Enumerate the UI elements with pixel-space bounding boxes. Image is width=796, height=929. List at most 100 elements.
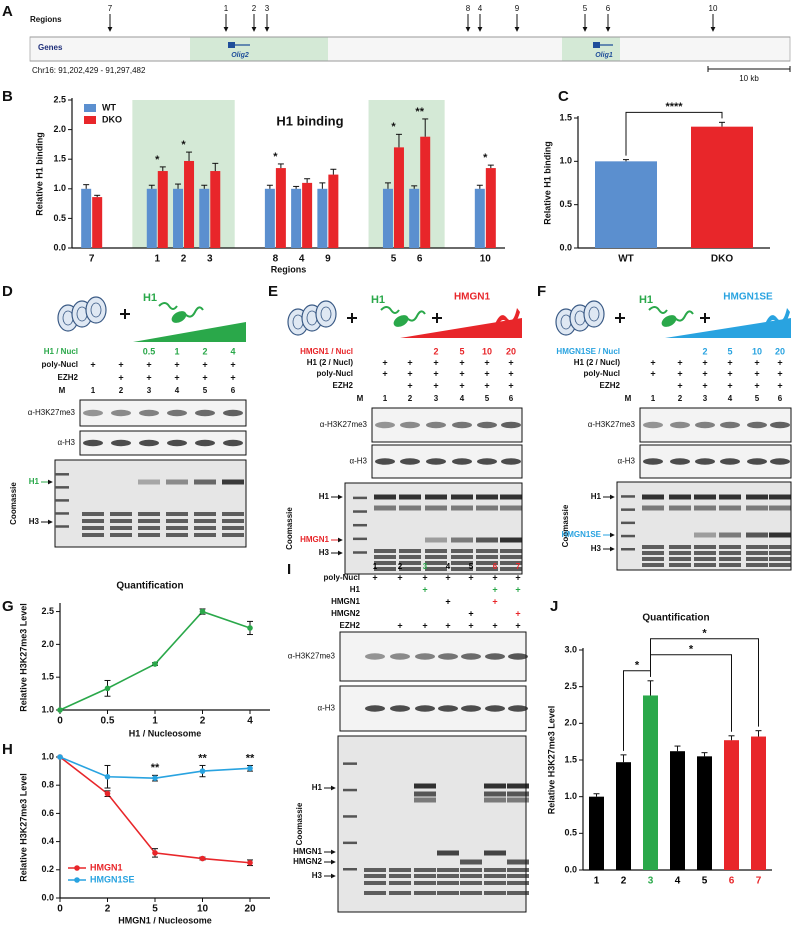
histone-band [669, 563, 691, 567]
condition-mark: + [433, 357, 438, 367]
panel-label: G [2, 598, 14, 615]
gel-band [374, 505, 396, 511]
condition-label: EZH2 [333, 381, 354, 390]
band-label: HMGN1 [300, 535, 329, 544]
lane-label: 3 [434, 394, 439, 403]
blot-band [426, 421, 446, 429]
condition-mark: + [677, 368, 682, 378]
panel-label: B [2, 88, 13, 105]
histone-band [451, 555, 473, 559]
gel-band [451, 494, 473, 500]
histone-band [110, 533, 132, 537]
panel-label: J [550, 598, 558, 615]
blot-band [461, 705, 481, 712]
legend-marker [74, 877, 80, 883]
histone-band [389, 891, 411, 895]
legend-label: HMGN1SE [90, 874, 135, 884]
condition-label: poly-Nucl [584, 369, 620, 378]
marker-band [55, 473, 69, 476]
y-tick-label: 0.2 [41, 864, 54, 874]
condition-mark: + [468, 572, 473, 582]
blot-band [452, 421, 472, 429]
band-label: H1 [591, 492, 602, 501]
marker-band [353, 523, 367, 527]
coordinates: Chr16: 91,202,429 - 91,297,482 [32, 66, 146, 75]
x-tick-label: 2 [621, 876, 627, 887]
blot-band [695, 421, 715, 429]
lane-label: 2 [398, 562, 403, 571]
y-tick-label: 0.8 [41, 780, 54, 790]
gel-band [769, 505, 791, 511]
lane-label: 5 [469, 562, 474, 571]
gene-name: Olig2 [231, 52, 249, 59]
gene-exon [593, 42, 600, 48]
x-tick-label: 4 [299, 254, 305, 265]
bar [697, 756, 712, 870]
point [104, 685, 111, 692]
bar [275, 168, 286, 248]
histone-band [138, 533, 160, 537]
x-tick-label: 2 [181, 254, 187, 265]
condition-label: poly-Nucl [324, 573, 360, 582]
histone-band [110, 512, 132, 516]
lane-label: 6 [493, 562, 498, 571]
histone-band [694, 557, 716, 561]
blot-band [643, 421, 663, 429]
gel-band [476, 537, 498, 543]
marker-band [621, 508, 635, 511]
y-tick-label: 0.5 [559, 199, 572, 209]
histone-band [769, 557, 791, 561]
blot-band [415, 653, 435, 660]
bar [724, 740, 739, 870]
condition-mark: + [202, 372, 207, 382]
histone-band [437, 868, 459, 872]
lane-label: M [625, 394, 632, 403]
condition-mark: + [459, 368, 464, 378]
region-label: 6 [606, 4, 611, 13]
blot-band [400, 421, 420, 429]
blot-band [375, 421, 395, 429]
histone-band [642, 557, 664, 561]
y-tick-label: 1.5 [41, 672, 54, 682]
panel-label: A [2, 3, 13, 20]
gel-band [166, 479, 188, 485]
ratio-value: 2 [702, 346, 707, 356]
histone-band [389, 881, 411, 885]
condition-mark: + [146, 372, 151, 382]
x-tick-label: DKO [711, 254, 733, 265]
histone-band [425, 567, 447, 571]
histone-band [476, 549, 498, 553]
histone-band [507, 891, 529, 895]
lane-label: 6 [231, 386, 236, 395]
lane-label: 4 [728, 394, 733, 403]
x-tick-label: 1 [155, 254, 161, 265]
histone-band [389, 868, 411, 872]
blot-band [167, 439, 187, 447]
blot-band [501, 458, 521, 465]
gel-band [451, 537, 473, 543]
titration-wedge [665, 318, 791, 338]
lane-label: 2 [119, 386, 124, 395]
blot-band [223, 409, 243, 417]
nucleosome [85, 296, 107, 324]
histone-band [769, 545, 791, 549]
lane-label: 2 [408, 394, 413, 403]
lane-label: 3 [703, 394, 708, 403]
condition-mark: + [650, 357, 655, 367]
legend-marker [74, 865, 80, 871]
blot-band [167, 409, 187, 417]
histone-band [364, 868, 386, 872]
y-tick-label: 1.5 [559, 112, 572, 122]
histone-band [194, 512, 216, 516]
condition-mark: + [459, 357, 464, 367]
condition-label: H1 (2 / Nucl) [574, 358, 621, 367]
blot-band [461, 653, 481, 660]
condition-mark: + [202, 359, 207, 369]
blot-band [508, 653, 528, 660]
significance: ** [151, 762, 160, 774]
band-label: H3 [29, 517, 40, 526]
condition-mark: + [515, 584, 520, 594]
marker-band [621, 521, 635, 525]
condition-mark: + [90, 359, 95, 369]
